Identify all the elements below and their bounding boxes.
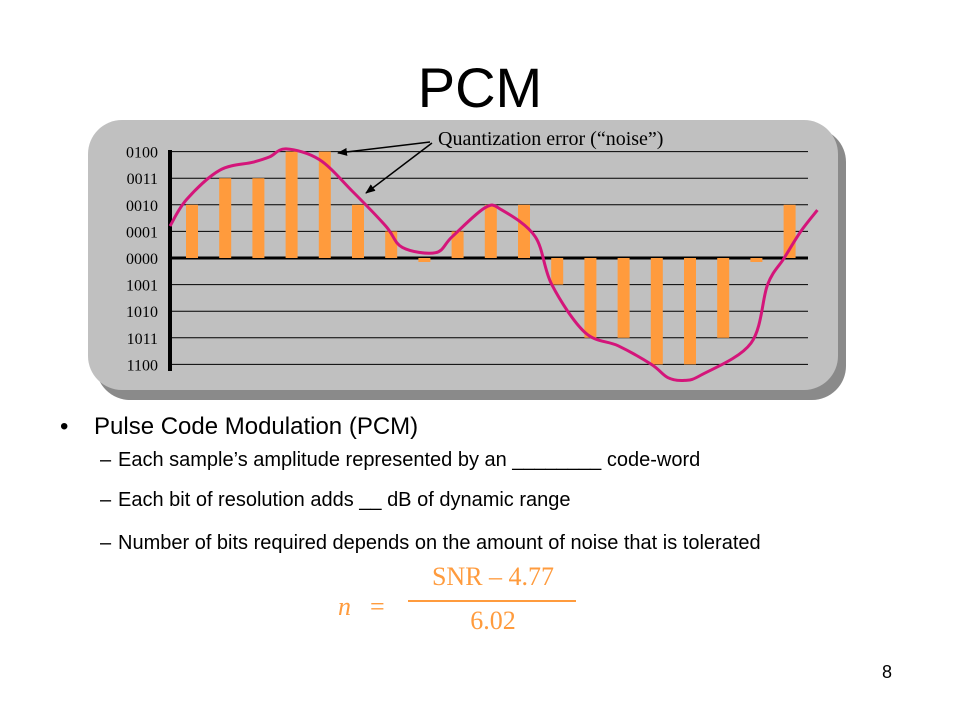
sample-bar (551, 258, 564, 285)
sample-bar (650, 258, 663, 365)
level-labels: 0100 0011 0010 0001 0000 1001 1010 1011 1100 (126, 145, 158, 375)
sub-bullet-2: – Each bit of resolution adds __ dB of d… (100, 488, 918, 512)
sample-bar (484, 204, 497, 258)
sub-bullet-dash: – (100, 449, 112, 471)
sample-bar (219, 178, 232, 258)
level-label: 0010 (126, 198, 158, 215)
formula-denominator: 6.02 (470, 606, 516, 635)
sub-bullet-1: – Each sample’s amplitude represented by… (100, 448, 918, 472)
formula-fraction-bar (408, 600, 576, 602)
sample-bar (717, 258, 730, 338)
sub-bullet-text: Each sample’s amplitude represented by a… (118, 449, 701, 471)
sample-bar (285, 151, 298, 258)
sub-bullet-text: Number of bits required depends on the a… (118, 532, 761, 554)
level-label: 0001 (126, 224, 158, 241)
level-label: 1001 (126, 278, 158, 295)
sample-bar (617, 258, 630, 338)
sub-bullet-dash: – (100, 489, 112, 511)
arrow-to-curve (365, 142, 433, 194)
sample-bar (584, 258, 597, 338)
formula-numerator: SNR – 4.77 (431, 562, 555, 591)
level-label: 0100 (126, 145, 158, 162)
sub-bullet-dash: – (100, 532, 112, 554)
sample-bar (186, 204, 198, 258)
bullet-dot: • (60, 413, 69, 440)
sample-bar (451, 231, 464, 258)
sub-bullet-3: – Number of bits required depends on the… (100, 531, 918, 555)
bullet-pcm: • Pulse Code Modulation (PCM) (60, 410, 418, 444)
formula-lhs: n (338, 592, 351, 621)
level-label: 1011 (127, 331, 158, 348)
arrow-to-sample (337, 141, 431, 156)
level-label: 0000 (126, 251, 158, 268)
level-label: 0011 (127, 171, 158, 188)
slide-title: PCM (417, 56, 543, 119)
sub-bullet-text: Each bit of resolution adds __ dB of dyn… (118, 489, 571, 511)
sample-bar (318, 151, 331, 258)
sample-bar (750, 258, 763, 262)
bullet-main-text: Pulse Code Modulation (PCM) (94, 413, 419, 440)
sample-bar (352, 204, 364, 258)
quantization-error-label: Quantization error (“noise”) (438, 128, 663, 150)
level-label: 1100 (127, 357, 158, 374)
sample-bar (418, 258, 431, 262)
bits-formula: n = SNR – 4.77 6.02 (330, 562, 590, 644)
level-label: 1010 (126, 304, 158, 321)
sample-bar (252, 178, 265, 258)
signal-curve (168, 147, 819, 383)
sample-bar (684, 258, 696, 365)
formula-equals: = (370, 592, 385, 621)
page-number: 8 (882, 662, 893, 682)
sample-bar (518, 204, 530, 258)
